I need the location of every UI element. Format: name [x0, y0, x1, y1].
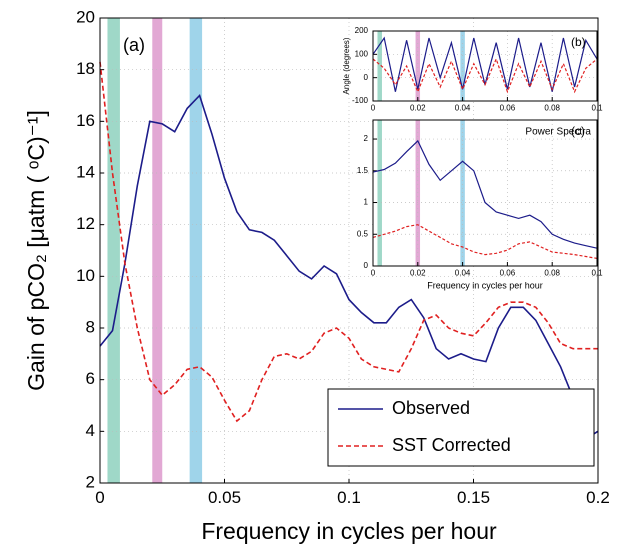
- x-tick-label: 0.02: [410, 103, 426, 112]
- x-tick-label: 0.06: [500, 268, 516, 277]
- data-line: [372, 139, 598, 249]
- x-tick-label: 0.05: [208, 488, 241, 507]
- x-tick-label: 0: [371, 103, 376, 112]
- y-tick-label: 2: [86, 472, 95, 491]
- plot-frame: [372, 30, 598, 102]
- y-tick-label: -100: [352, 96, 369, 105]
- x-tick-label: 0.04: [455, 268, 471, 277]
- legend-box: [327, 388, 595, 467]
- x-tick-label: 0.1: [591, 268, 603, 277]
- y-tick-label: 1: [364, 198, 369, 207]
- x-tick-label: 0.08: [544, 268, 560, 277]
- y-tick-label: 6: [86, 369, 95, 388]
- y-tick-label: 0: [364, 261, 369, 270]
- y-axis-label: Gain of pCO₂ [μatm ( ᵒC)⁻¹]: [23, 110, 49, 391]
- y-tick-label: 10: [76, 266, 95, 285]
- y-tick-label: 0: [364, 73, 369, 82]
- x-tick-label: 0.1: [337, 488, 361, 507]
- x-tick-label: 0.2: [586, 488, 610, 507]
- data-line: [372, 224, 598, 259]
- data-line: [99, 61, 598, 423]
- legend-label: SST Corrected: [392, 435, 511, 455]
- x-tick-label: 0.04: [455, 103, 471, 112]
- y-tick-label: 100: [355, 49, 369, 58]
- data-line: [372, 57, 598, 94]
- x-tick-label: 0.08: [544, 103, 560, 112]
- highlight-band: [152, 18, 163, 483]
- panel-label: (b): [571, 35, 586, 49]
- highlight-band: [377, 31, 382, 101]
- y-tick-label: 8: [86, 317, 95, 336]
- x-tick-label: 0.06: [500, 103, 516, 112]
- legend-label: Observed: [392, 398, 470, 418]
- y-tick-label: 0.5: [357, 229, 369, 238]
- highlight-band: [107, 18, 120, 483]
- panel-label: (a): [123, 35, 145, 55]
- y-tick-label: 200: [355, 26, 369, 35]
- panel-label: (c): [571, 124, 585, 138]
- x-tick-label: 0.1: [591, 103, 603, 112]
- x-tick-label: 0.02: [410, 268, 426, 277]
- y-tick-label: 14: [76, 162, 95, 181]
- y-tick-label: 1.5: [357, 166, 369, 175]
- x-tick-label: 0: [371, 268, 376, 277]
- highlight-band: [460, 31, 465, 101]
- data-line: [99, 93, 599, 441]
- y-tick-label: 2: [364, 134, 369, 143]
- plot-background: [373, 31, 597, 101]
- highlight-band: [377, 120, 382, 266]
- y-tick-label: 16: [76, 111, 95, 130]
- y-tick-label: 20: [76, 7, 95, 26]
- plot-frame: [99, 17, 599, 484]
- plot-background: [373, 120, 597, 266]
- x-tick-label: 0: [95, 488, 104, 507]
- y-tick-label: 12: [76, 214, 95, 233]
- x-axis-label: Frequency in cycles per hour: [427, 280, 543, 290]
- chart-title: Power Spectra: [525, 127, 591, 138]
- y-tick-label: 4: [86, 421, 95, 440]
- plot-frame: [372, 119, 598, 267]
- y-axis-label: Angle (degrees): [342, 37, 351, 94]
- highlight-band: [415, 31, 421, 101]
- highlight-band: [189, 18, 203, 483]
- x-tick-label: 0.15: [457, 488, 490, 507]
- x-axis-label: Frequency in cycles per hour: [201, 518, 497, 544]
- y-tick-label: 18: [76, 59, 95, 78]
